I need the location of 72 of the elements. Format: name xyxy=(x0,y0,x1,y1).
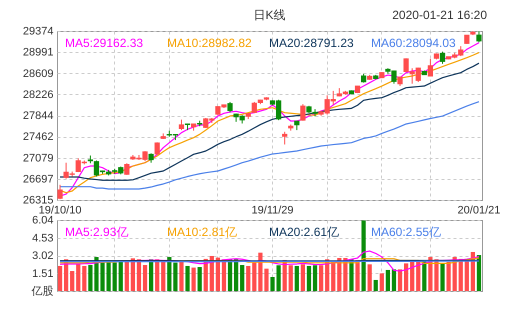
candlestick xyxy=(428,58,434,78)
candlestick xyxy=(294,120,300,131)
text: MA5:29162.33 xyxy=(65,36,144,50)
candlestick xyxy=(252,101,257,114)
bar xyxy=(173,262,178,291)
bar xyxy=(422,261,426,291)
x-tick-label: 20/01/21 xyxy=(458,204,500,216)
bar xyxy=(446,262,451,291)
series-label: MA10:2.81亿 xyxy=(167,225,238,239)
bar xyxy=(440,264,445,291)
y-tick-label: 29374 xyxy=(22,26,54,38)
line-series xyxy=(59,62,480,181)
bar xyxy=(124,261,129,291)
y-tick-label: 27844 xyxy=(22,110,54,122)
series-label: MA5:2.93亿 xyxy=(65,225,128,239)
series-label: MA20:2.61亿 xyxy=(269,225,340,239)
x-tick-label: 19/10/10 xyxy=(38,204,82,216)
candlestick xyxy=(154,142,160,156)
bar xyxy=(294,266,299,291)
candlestick xyxy=(148,152,154,164)
text: MA10:28982.82 xyxy=(167,36,252,50)
candlestick xyxy=(124,162,130,176)
bar xyxy=(264,268,269,291)
text: MA20:28791.23 xyxy=(269,36,354,50)
y-tick-label: 28609 xyxy=(22,68,54,80)
chart-subtitle: 日K线 xyxy=(253,8,286,22)
bar xyxy=(240,265,244,291)
y-tick-label: 1.51 xyxy=(32,268,54,280)
candlestick xyxy=(57,184,63,200)
candlestick xyxy=(227,101,233,113)
candlestick xyxy=(440,51,446,64)
bar xyxy=(185,266,190,291)
y-tick-label: 亿股 xyxy=(30,286,54,298)
bar xyxy=(191,268,196,291)
y-tick-label: 26697 xyxy=(22,173,54,186)
x-tick-label: 19/11/29 xyxy=(252,204,294,216)
bar xyxy=(392,269,396,291)
bar xyxy=(100,262,105,291)
y-tick-label: 3.02 xyxy=(32,250,54,262)
bar xyxy=(276,265,281,291)
bar xyxy=(374,280,378,291)
bar xyxy=(58,266,62,291)
bar xyxy=(179,261,184,291)
bar xyxy=(306,266,312,291)
y-tick-label: 28991 xyxy=(22,46,54,59)
y-tick-label: 26315 xyxy=(22,194,54,206)
candlestick xyxy=(397,76,403,86)
y-tick-label: 28226 xyxy=(22,88,54,101)
line-series xyxy=(59,101,480,190)
bar xyxy=(88,265,93,291)
bar xyxy=(380,273,384,291)
series-label: MA60:2.55亿 xyxy=(371,225,442,239)
candlestick xyxy=(282,131,288,145)
bar xyxy=(167,257,172,291)
bar xyxy=(318,265,324,291)
bar xyxy=(386,270,390,291)
bar xyxy=(198,267,202,291)
candlestick xyxy=(476,30,482,43)
candlestick xyxy=(300,104,306,122)
bar xyxy=(312,265,318,291)
y-tick-label: 6.04 xyxy=(32,214,54,226)
y-tick-label: 27462 xyxy=(22,131,54,144)
bar xyxy=(404,263,408,291)
text: 2020-01-21 16:20 xyxy=(392,8,488,22)
candlestick xyxy=(178,119,184,131)
bar xyxy=(270,277,275,291)
text: MA60:28094.03 xyxy=(371,36,456,50)
bar xyxy=(142,265,148,291)
bar xyxy=(368,264,372,291)
y-tick-label: 4.53 xyxy=(32,232,54,244)
bar xyxy=(300,264,306,291)
y-tick-label: 27079 xyxy=(22,152,54,164)
